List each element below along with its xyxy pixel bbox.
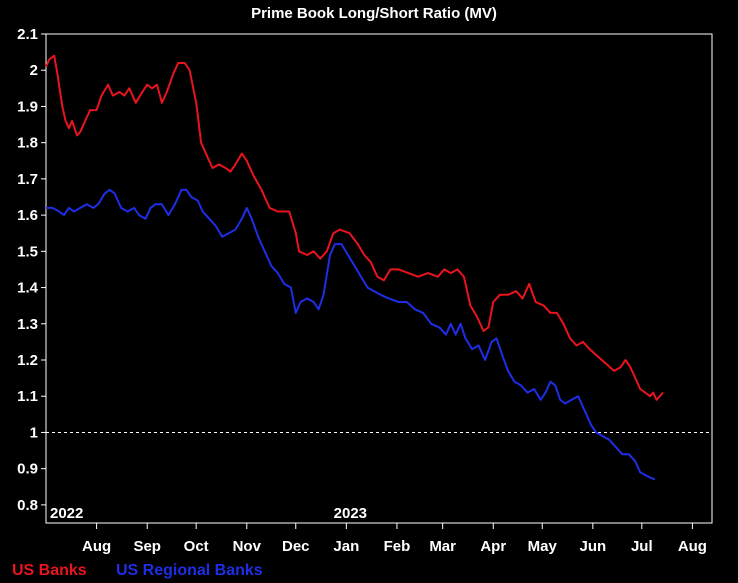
- legend-item-us-regional-banks: US Regional Banks: [116, 562, 263, 579]
- year-label: 2023: [334, 505, 367, 522]
- x-tick-label: Mar: [429, 538, 456, 555]
- y-tick-label: 1.1: [17, 388, 38, 405]
- x-tick-label: Jun: [580, 538, 607, 555]
- y-tick-label: 2: [30, 62, 38, 79]
- x-tick-label: Feb: [384, 538, 411, 555]
- series-line-us-banks: [45, 54, 664, 401]
- plot-frame: [45, 33, 713, 524]
- x-tick-label: Aug: [678, 538, 707, 555]
- x-tick-label: Jul: [631, 538, 653, 555]
- x-tick-label: Aug: [82, 538, 111, 555]
- y-tick-label: 1.4: [17, 280, 39, 297]
- x-tick-label: Nov: [233, 538, 262, 555]
- y-tick-label: 1.3: [17, 316, 38, 333]
- y-tick-label: 1.8: [17, 135, 38, 152]
- y-tick-label: 1.5: [17, 243, 38, 260]
- chart-title: Prime Book Long/Short Ratio (MV): [251, 5, 497, 22]
- y-tick-label: 0.8: [17, 497, 38, 514]
- legend: US Banks US Regional Banks: [12, 562, 263, 579]
- y-tick-label: 1.2: [17, 352, 38, 369]
- y-tick-label: 2.1: [17, 26, 38, 43]
- x-tick-label: May: [528, 538, 558, 555]
- x-tick-label: Sep: [133, 538, 161, 555]
- x-tick-label: Jan: [333, 538, 359, 555]
- y-tick-label: 1.6: [17, 207, 38, 224]
- y-tick-label: 1.7: [17, 171, 38, 188]
- series-line-us-regional-banks: [46, 188, 656, 481]
- legend-item-us-banks: US Banks: [12, 562, 87, 579]
- year-label: 2022: [50, 505, 83, 522]
- x-tick-label: Oct: [184, 538, 209, 555]
- axes: 2.1 2 1.9 1.8 1.7 1.6 1.5 1.4 1.3 1.2 1.1 1 0.9 0.8 Au…: [17, 26, 713, 555]
- x-tick-label: Dec: [282, 538, 310, 555]
- series-group: [45, 54, 664, 481]
- x-tick-label: Apr: [480, 538, 506, 555]
- y-tick-label: 1: [30, 424, 38, 441]
- y-tick-label: 0.9: [17, 461, 38, 478]
- y-tick-label: 1.9: [17, 98, 38, 115]
